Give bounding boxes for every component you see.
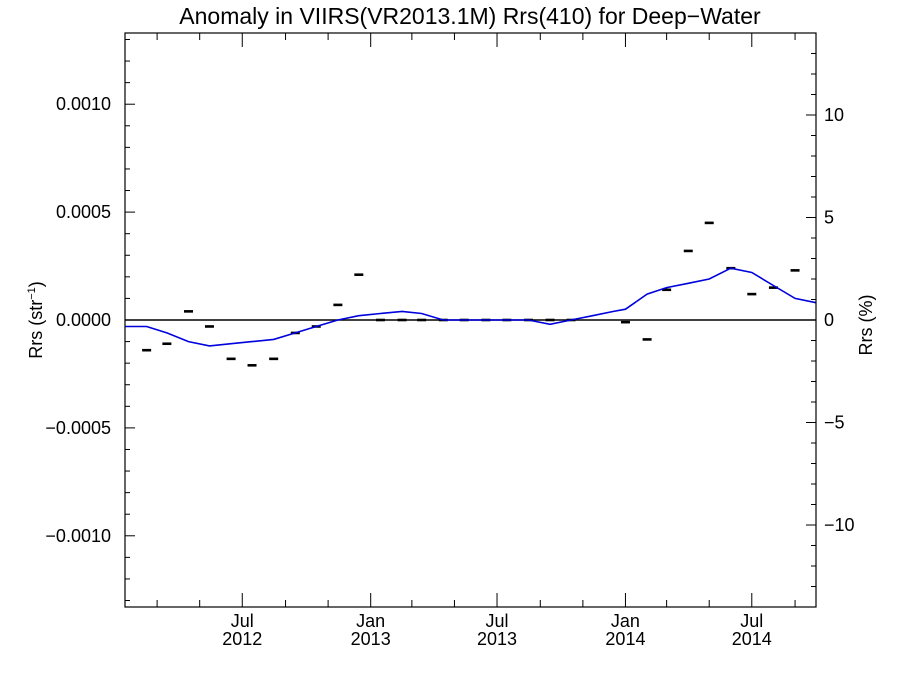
x-tick-label-month: Jan — [611, 611, 640, 631]
chart-title: Anomaly in VIIRS(VR2013.1M) Rrs(410) for… — [179, 3, 761, 29]
tick-labels: 0.0010 0.0005 0.0000 −0.0005 −0.0010 10 5 0 −5 −1… — [45, 94, 854, 649]
x-tick-label-month: Jul — [231, 611, 254, 631]
x-tick-label-year: 2012 — [222, 629, 262, 649]
x-tick-label-month: Jul — [486, 611, 509, 631]
x-tick-label-year: 2013 — [477, 629, 517, 649]
y-axis-left-label: Rrs (str−1) — [26, 281, 46, 359]
x-tick-label-year: 2014 — [732, 629, 772, 649]
plot-frame — [124, 32, 817, 608]
x-tick-label-year: 2013 — [351, 629, 391, 649]
y-tick-label-right: 5 — [824, 208, 834, 228]
y-axis-left-label-sup: −1 — [26, 287, 38, 300]
y-tick-label-right: 10 — [824, 105, 844, 125]
series-line — [125, 267, 817, 347]
series-layer — [125, 221, 817, 367]
y-axis-right-label-text: Rrs (%) — [856, 295, 876, 356]
y-axis-left-label-end: ) — [26, 281, 46, 287]
y-tick-label-right: −10 — [824, 515, 855, 535]
y-tick-label-right: −5 — [824, 413, 845, 433]
y-tick-label-left: 0.0010 — [56, 94, 111, 114]
x-tick-label-year: 2014 — [605, 629, 645, 649]
x-tick-label-month: Jan — [356, 611, 385, 631]
y-tick-label-left: 0.0000 — [56, 310, 111, 330]
y-tick-label-left: 0.0005 — [56, 202, 111, 222]
y-tick-label-left: −0.0005 — [45, 418, 111, 438]
x-tick-label-month: Jul — [740, 611, 763, 631]
svg-text:Rrs (str−1): Rrs (str−1) — [26, 281, 46, 359]
y-tick-label-right: 0 — [824, 310, 834, 330]
y-tick-label-left: −0.0010 — [45, 526, 111, 546]
y-axis-left-label-base: Rrs (str — [26, 300, 46, 359]
y-axis-right-label: Rrs (%) — [856, 295, 876, 356]
